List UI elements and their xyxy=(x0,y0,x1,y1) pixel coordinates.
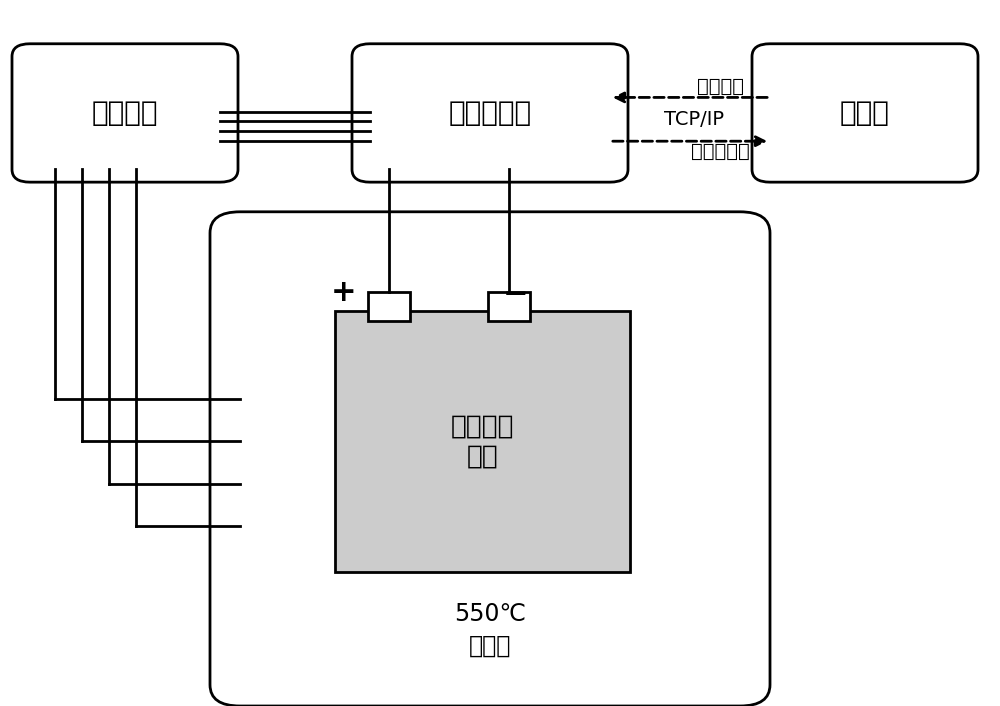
FancyBboxPatch shape xyxy=(12,44,238,182)
Text: +: + xyxy=(331,278,357,308)
Text: 电压、电流: 电压、电流 xyxy=(691,142,749,160)
Text: 550℃: 550℃ xyxy=(454,602,526,626)
Bar xyxy=(488,292,530,321)
Bar xyxy=(335,311,630,572)
Text: TCP/IP: TCP/IP xyxy=(664,110,724,128)
Text: 高温炉: 高温炉 xyxy=(469,634,511,658)
Text: 交流电源: 交流电源 xyxy=(92,99,158,127)
Text: 电池测试仪: 电池测试仪 xyxy=(448,99,532,127)
Text: 计算机: 计算机 xyxy=(840,99,890,127)
FancyBboxPatch shape xyxy=(210,212,770,706)
Bar xyxy=(368,292,410,321)
FancyBboxPatch shape xyxy=(352,44,628,182)
Text: 测试程序: 测试程序 xyxy=(696,77,744,95)
FancyBboxPatch shape xyxy=(752,44,978,182)
Text: −: − xyxy=(503,280,529,309)
Text: 液态金属
电池: 液态金属 电池 xyxy=(451,413,514,469)
